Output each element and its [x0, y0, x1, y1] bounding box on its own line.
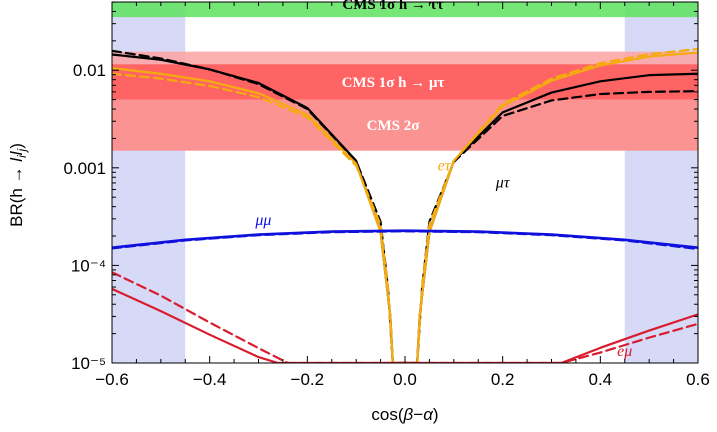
curve-label-e: eμ [617, 343, 632, 360]
series-line-6 [112, 229, 698, 251]
y-tick-label: 0.001 [63, 159, 106, 178]
series-line-4-e [112, 47, 698, 363]
curve-label-item: μτ [495, 174, 511, 191]
x-tick-label: 0.6 [686, 370, 710, 389]
x-tick-label: −0.4 [193, 370, 227, 389]
series-line-7 [112, 287, 698, 363]
series-line-3 [112, 51, 698, 363]
y-tick-label: 10⁻⁴ [71, 256, 106, 275]
band-label-cms-1-h: CMS 1σ h → μτ [342, 75, 445, 91]
series-line-8-e [112, 271, 698, 363]
y-axis-title: BR(h → lilj) [7, 143, 29, 227]
x-tick-label: −0.2 [291, 370, 325, 389]
x-axis-title: cos(β−α) [371, 405, 438, 424]
y-tick-label: 0.01 [73, 61, 106, 80]
curve-label-item: ττ [634, 0, 647, 2]
band-label-cms-2: CMS 2σ [367, 118, 421, 134]
curve-label-item: μμ [254, 212, 271, 229]
x-tick-label: 0.0 [393, 370, 417, 389]
x-tick-label: −0.6 [95, 370, 129, 389]
band-label-cms-1-h: CMS 1σ h → ττ [342, 0, 443, 13]
x-tick-label: 0.4 [589, 370, 613, 389]
y-tick-label: 10⁻⁵ [71, 354, 106, 373]
x-tick-label: 0.2 [491, 370, 515, 389]
series-line-2-item [112, 49, 698, 363]
band-3 [112, 99, 698, 151]
curve-label-e: eτ [438, 157, 452, 174]
